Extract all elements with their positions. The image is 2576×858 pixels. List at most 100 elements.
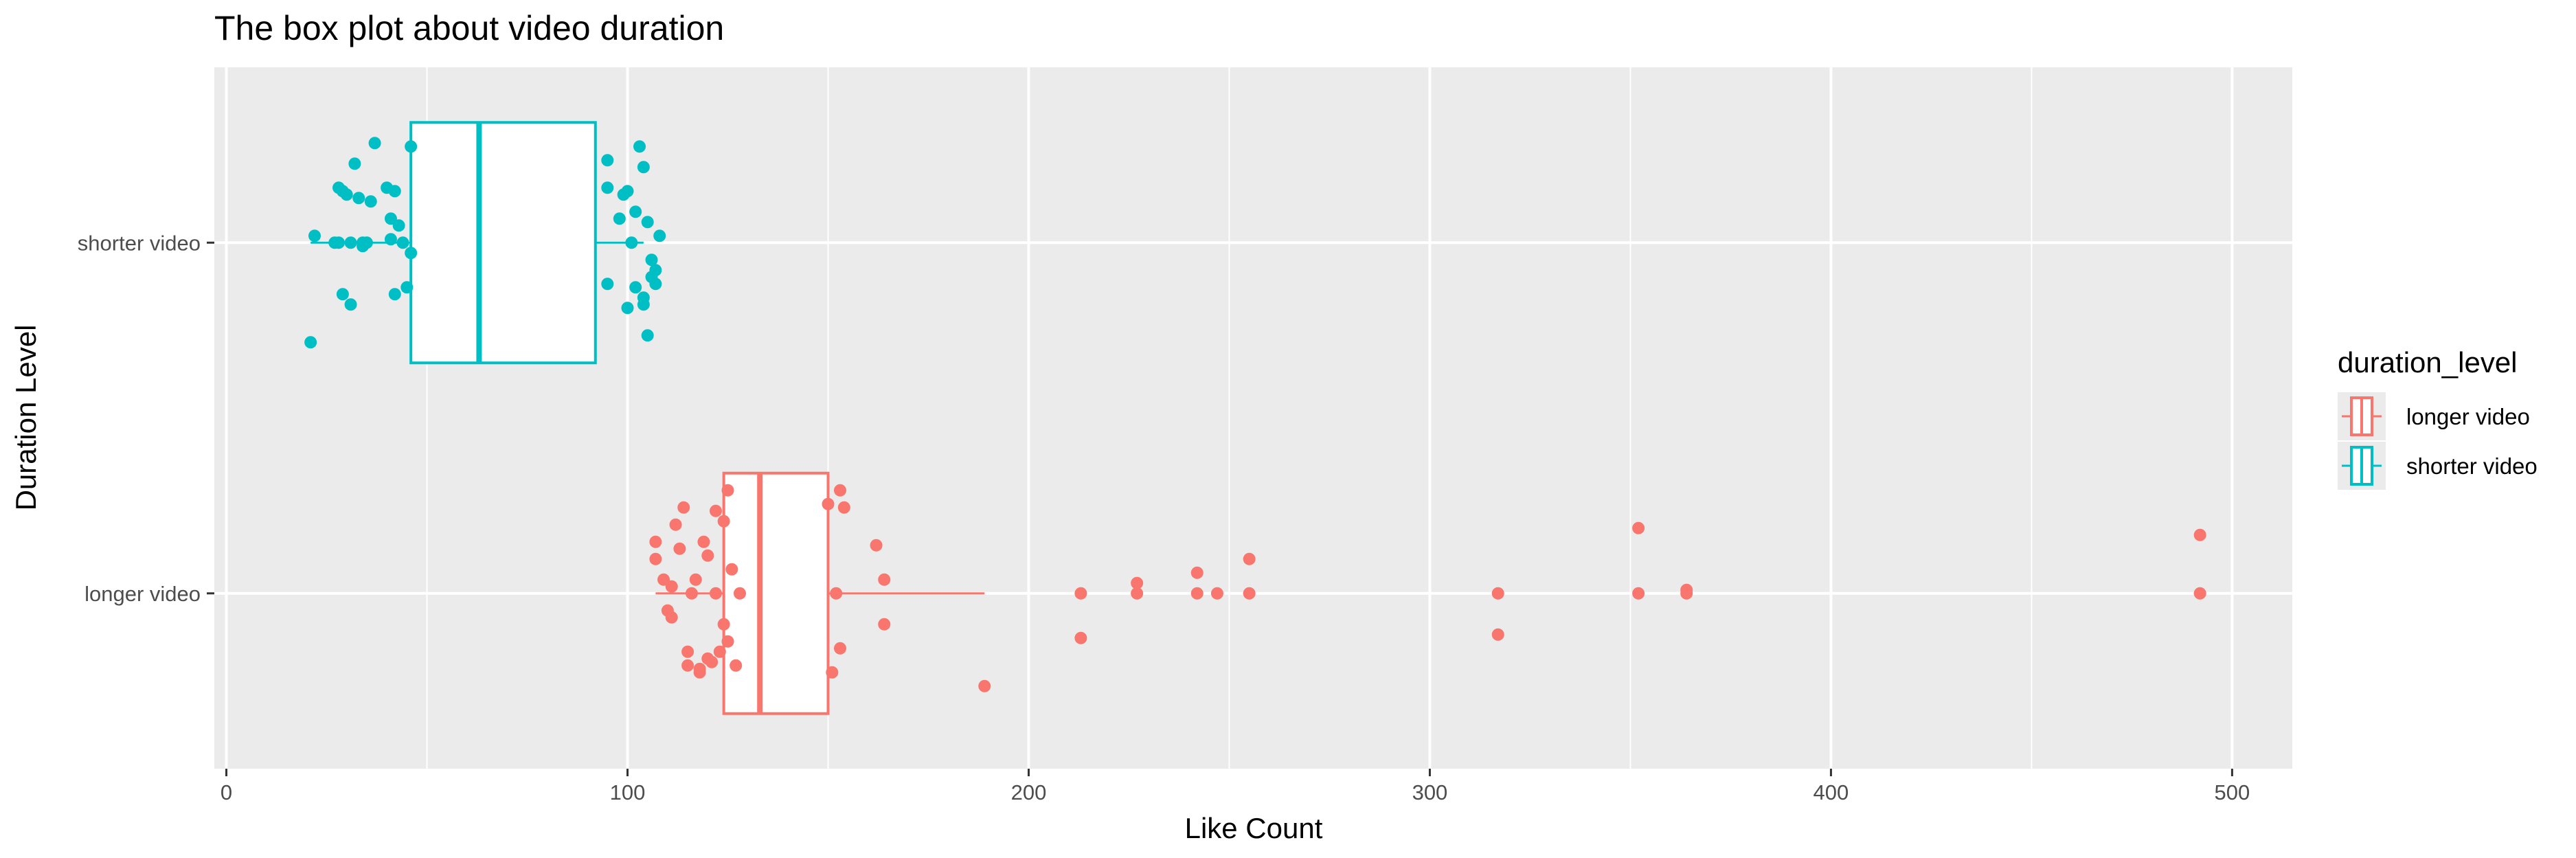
data-point	[384, 233, 397, 246]
data-point	[340, 188, 353, 201]
data-point	[673, 542, 686, 555]
data-point	[730, 659, 743, 672]
data-point	[625, 236, 638, 249]
legend-label: longer video	[2406, 404, 2530, 429]
data-point	[1632, 521, 1645, 534]
x-tick-label: 400	[1814, 780, 1849, 804]
data-point	[649, 535, 662, 548]
data-point	[637, 291, 650, 304]
data-point	[1491, 628, 1504, 641]
data-point	[657, 573, 670, 586]
data-point	[878, 573, 891, 586]
data-point	[2193, 528, 2206, 541]
data-point	[834, 642, 847, 655]
series-layer	[304, 121, 2206, 715]
data-point	[601, 181, 614, 194]
data-point	[713, 645, 726, 658]
data-point	[721, 635, 734, 648]
data-point	[870, 539, 883, 552]
data-point	[717, 618, 730, 631]
data-point	[1210, 587, 1223, 600]
legend-item: shorter video	[2338, 442, 2538, 490]
data-point	[645, 253, 658, 267]
data-point	[1680, 587, 1693, 600]
data-point	[405, 140, 418, 153]
legend-items: longer video shorter video	[2338, 392, 2538, 490]
data-point	[364, 195, 377, 208]
axes: 0 100 200 300 400 500 longer video shorter vide…	[78, 231, 2250, 804]
data-point	[601, 278, 614, 291]
data-point	[396, 236, 409, 249]
data-point	[665, 580, 678, 593]
x-tick-label: 0	[221, 780, 232, 804]
y-axis-title: Duration Level	[10, 325, 42, 511]
data-point	[685, 587, 698, 600]
x-tick-label: 100	[610, 780, 646, 804]
data-point	[368, 137, 381, 150]
data-point	[388, 185, 401, 198]
data-point	[641, 329, 654, 342]
data-point	[677, 501, 690, 514]
x-axis-title: Like Count	[1185, 812, 1323, 844]
data-point	[1243, 552, 1256, 565]
legend: duration_level longer video shorter video	[2338, 346, 2538, 490]
data-point	[1131, 587, 1144, 600]
series-shorter-video	[304, 121, 666, 365]
data-point	[392, 219, 405, 232]
data-point	[649, 552, 662, 565]
data-point	[665, 611, 678, 624]
data-point	[709, 504, 722, 517]
data-point	[725, 563, 738, 576]
gridlines	[214, 67, 2292, 769]
data-point	[344, 298, 357, 311]
data-point	[878, 618, 891, 631]
y-tick-label: longer video	[84, 582, 201, 606]
data-point	[717, 515, 730, 528]
data-point	[405, 247, 418, 260]
data-point	[734, 587, 747, 600]
data-point	[681, 645, 694, 658]
data-point	[653, 229, 666, 242]
data-point	[621, 185, 634, 198]
data-point	[978, 679, 991, 692]
data-point	[697, 535, 710, 548]
data-point	[689, 573, 702, 586]
data-point	[308, 229, 321, 242]
legend-item: longer video	[2338, 392, 2530, 440]
box-iqr	[409, 121, 597, 365]
data-point	[360, 236, 373, 249]
data-point	[388, 288, 401, 301]
data-point	[637, 161, 650, 174]
data-point	[826, 666, 839, 679]
legend-label: shorter video	[2406, 453, 2538, 479]
data-point	[348, 157, 361, 170]
data-point	[629, 205, 642, 218]
x-tick-label: 300	[1412, 780, 1448, 804]
data-point	[1491, 587, 1504, 600]
x-tick-label: 500	[2215, 780, 2250, 804]
data-point	[621, 302, 634, 315]
data-point	[633, 140, 646, 153]
data-point	[1190, 587, 1204, 600]
data-point	[400, 281, 414, 294]
data-point	[705, 655, 719, 668]
legend-title: duration_level	[2338, 346, 2518, 379]
data-point	[693, 662, 706, 675]
box-iqr	[722, 471, 830, 715]
series-longer-video	[649, 471, 2206, 715]
data-point	[1243, 587, 1256, 600]
data-point	[336, 288, 349, 301]
data-point	[344, 236, 357, 249]
data-point	[649, 278, 662, 291]
data-point	[1190, 566, 1204, 579]
data-point	[304, 336, 317, 349]
data-point	[332, 236, 346, 249]
data-point	[721, 484, 734, 497]
data-point	[1131, 576, 1144, 589]
data-point	[2193, 587, 2206, 600]
data-point	[613, 212, 626, 225]
data-point	[641, 216, 654, 229]
data-point	[629, 281, 642, 294]
data-point	[822, 497, 835, 510]
